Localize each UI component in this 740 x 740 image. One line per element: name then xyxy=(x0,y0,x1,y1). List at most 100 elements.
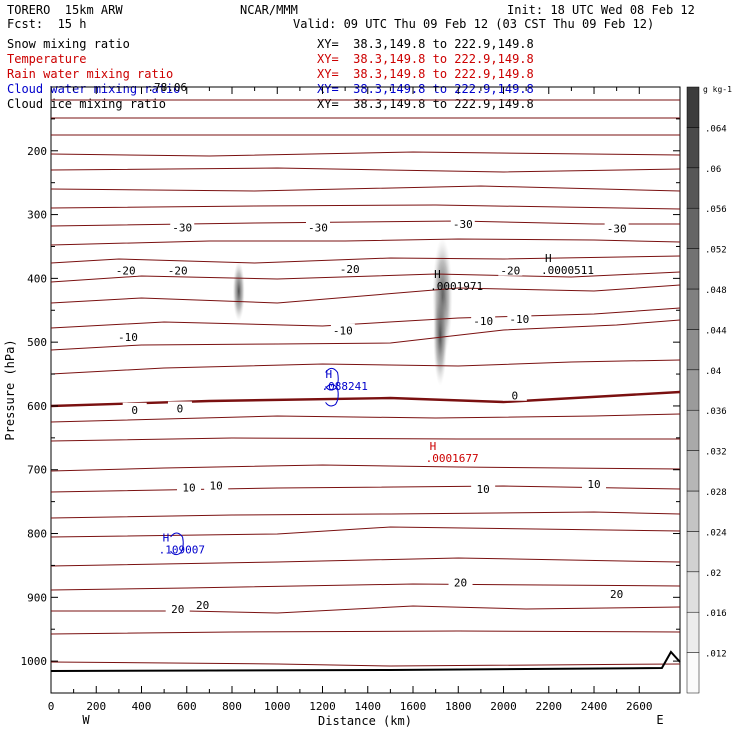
colorbar-segment xyxy=(686,409,700,451)
y-tick-label: 400 xyxy=(27,272,47,285)
isotherm-label: 0 xyxy=(177,402,184,415)
colorbar-segment xyxy=(686,490,700,532)
isotherm-label: -30 xyxy=(172,221,192,234)
isotherm-label-bg xyxy=(582,476,607,489)
maxima-labels: H.0001971H.0000511H.0001677H.088241H.109… xyxy=(147,81,594,556)
cloud-water-contours xyxy=(170,367,339,556)
isotherm-line xyxy=(50,255,681,264)
isotherm-line xyxy=(50,437,680,442)
forecast-hour: Fcst: 15 h xyxy=(7,17,87,31)
isotherm-label: 10 xyxy=(210,480,223,493)
x-tick-label: 2400 xyxy=(581,700,608,713)
x-tick-label: 2000 xyxy=(490,700,517,713)
x-tick-label: 2600 xyxy=(626,700,653,713)
colorbar-segment xyxy=(686,531,700,573)
colorbar-segment xyxy=(686,288,700,330)
x-tick-label: 400 xyxy=(132,700,152,713)
isotherm-label-bg xyxy=(305,220,330,233)
isotherm-label: 10 xyxy=(182,482,195,495)
isotherm-label: -20 xyxy=(116,265,136,278)
colorbar-segment xyxy=(686,369,700,411)
maximum-H-marker: H xyxy=(163,531,170,544)
x-tick-label: 1400 xyxy=(355,700,382,713)
isotherm-label: -10 xyxy=(509,313,529,326)
colorbar-segment xyxy=(686,207,700,249)
isotherm-label: -20 xyxy=(340,263,360,276)
snow-shade-blob xyxy=(232,261,245,322)
isotherm-label-bg xyxy=(471,314,496,327)
isotherm-line xyxy=(50,204,681,210)
isotherm-label-bg xyxy=(165,601,190,614)
colorbar-label: .016 xyxy=(705,609,727,619)
colorbar-label: .012 xyxy=(705,650,727,660)
west-label: W xyxy=(82,713,90,727)
y-tick-label: 300 xyxy=(27,209,47,222)
colorbar-label: .028 xyxy=(705,488,727,498)
isotherm-line xyxy=(51,605,681,614)
isotherm-label: 20 xyxy=(610,588,623,601)
isotherm-label-bg xyxy=(502,388,527,401)
colorbar-label: .024 xyxy=(705,528,727,538)
x-tick-label: 2200 xyxy=(536,700,563,713)
colorbar-label: .02 xyxy=(705,569,721,579)
isotherm-label-bg xyxy=(113,263,138,276)
model-title: TORERO 15km ARW xyxy=(7,3,123,17)
isotherm-line xyxy=(50,238,681,246)
colorbar-label: .04 xyxy=(705,367,721,377)
isotherm-label: -30 xyxy=(308,221,328,234)
x-tick-label: 0 xyxy=(48,700,55,713)
isotherm-label: 20 xyxy=(196,599,209,612)
isotherm-label: 20 xyxy=(171,603,184,616)
field-name: Cloud water mixing ratio xyxy=(7,82,181,96)
isotherm-label-bg xyxy=(337,261,362,274)
isotherm-label: 10 xyxy=(477,483,490,496)
colorbar-label: .06 xyxy=(705,165,721,175)
colorbar-segment xyxy=(686,127,700,169)
maximum-H-marker: H xyxy=(430,440,437,453)
isotherm-line xyxy=(50,511,681,519)
x-tick-label: 1200 xyxy=(309,700,336,713)
y-tick-label: 500 xyxy=(27,336,47,349)
snow-shade-blob xyxy=(433,285,448,386)
colorbar-segment xyxy=(686,571,700,613)
isotherm-label-bg xyxy=(604,587,629,600)
colorbar-segment xyxy=(686,611,700,653)
isotherm-label-bg xyxy=(450,217,475,230)
y-axis-label: Pressure (hPa) xyxy=(3,339,17,440)
colorbar-unit: g kg-1 xyxy=(703,85,732,94)
init-time: Init: 18 UTC Wed 08 Feb 12 xyxy=(507,3,695,17)
colorbar-label: .032 xyxy=(705,448,727,458)
field-name: Snow mixing ratio xyxy=(7,37,130,51)
y-tick-label: 900 xyxy=(27,591,47,604)
isotherm-label: -30 xyxy=(453,218,473,231)
isotherm-line xyxy=(50,583,681,591)
center-title: NCAR/MMM xyxy=(240,3,298,17)
isotherm-label-bg xyxy=(507,312,532,325)
cloud-water-contour xyxy=(170,532,184,556)
isotherm-label-bg xyxy=(190,597,215,610)
isotherm-label-bg xyxy=(165,263,190,276)
maximum-value-label: .088241 xyxy=(322,380,368,393)
isotherm-label-bg xyxy=(204,478,229,491)
isotherm-line xyxy=(50,167,681,173)
cloud-water-contour xyxy=(325,367,339,391)
isotherm-line xyxy=(50,307,681,329)
maximum-value-label: .109007 xyxy=(159,543,205,556)
y-tick-label: 700 xyxy=(27,464,47,477)
isotherm-label: 0 xyxy=(131,404,138,417)
colorbar-segment xyxy=(686,86,700,128)
isotherm-line xyxy=(50,151,681,157)
x-tick-label: 1600 xyxy=(400,700,427,713)
isotherm-line xyxy=(50,220,680,227)
isotherm-line xyxy=(50,284,681,304)
maximum-H-marker: H xyxy=(434,268,441,281)
y-tick-label: 1000 xyxy=(21,655,48,668)
field-xy-range: XY= 38.3,149.8 to 222.9,149.8 xyxy=(317,67,534,81)
colorbar-segment xyxy=(686,167,700,209)
colorbar-label: .064 xyxy=(705,124,727,134)
maximum-H-marker: H xyxy=(545,252,552,265)
field-xy-range: XY= 38.3,149.8 to 222.9,149.8 xyxy=(317,37,534,51)
temperature-contours: -30 -30 -30 -30 -20 -20 -20 -20 -10 -10 -10 -10 0 0 0 1… xyxy=(50,99,681,672)
colorbar-label: .044 xyxy=(705,326,727,336)
